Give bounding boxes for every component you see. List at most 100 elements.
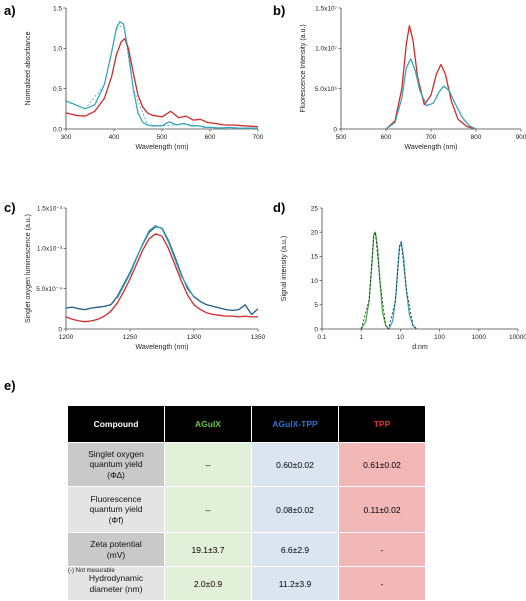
series-line-2 [388,241,418,330]
header-tpp: TPP [338,405,426,443]
x-tick-label: 500 [336,134,347,141]
y-axis-label: Signal intensity (a.u.) [281,236,288,301]
y-axis-label: Normalized absorbance [25,31,32,105]
x-tick-label: 400 [109,134,120,141]
y-axis-label: Fluorescence Intensity (a.u.) [300,24,307,112]
x-tick-label: 1200 [59,334,74,341]
row-label-line: Fluorescence [90,493,142,504]
row-label-line: diameter (nm) [89,583,143,594]
series-line-1 [360,231,390,330]
table-row: Hydrodynamic diameter (nm) 2.0±0.9 11.2±… [67,566,426,601]
header-compound: Compound [67,405,165,443]
row-label-line: Zeta potential [90,538,142,549]
y-tick-label: 0 [333,126,337,133]
chart-a-absorbance: 300 400 500 600 700 0.0 0.5 1.0 1.5 Wavelength (n… [25,5,264,151]
cell-value: 6.6±2.9 [251,532,339,567]
table-footnote: (-) Not mesurable [68,568,115,574]
panel-b-letter: b) [273,3,286,18]
x-tick-label: 1 [359,334,363,341]
y-axis-label: Singlet oxygen luminescence (a.u.) [25,214,32,323]
series-line-2 [385,58,477,130]
x-tick-label: 800 [471,134,482,141]
cell-value: - [338,532,426,567]
cell-value: 0.61±0.02 [338,442,426,487]
row-label-fluorescence: Fluorescence quantum yield (Φf) [67,486,165,533]
row-label-line: quantum yield [89,504,143,515]
table-row: Singlet oxygen quantum yield (Φ∆) – 0.60… [67,442,426,487]
cell-value: 19.1±3.7 [164,532,252,567]
x-tick-label: 300 [61,134,72,141]
table-row: Zeta potential (mV) 19.1±3.7 6.6±2.9 - [67,532,426,567]
x-tick-label: 100 [434,334,445,341]
y-tick-label: 0 [314,326,318,333]
y-tick-label: 1.0 [53,46,62,53]
row-label-line: (Φf) [108,514,124,525]
x-axis-label: Wavelength (nm) [135,144,188,151]
y-tick-label: 15 [311,254,319,261]
y-tick-label: 10 [311,278,319,285]
series-line-2 [65,38,259,128]
y-tick-label: 1.0x10⁷ [315,46,338,53]
cell-value: 0.08±0.02 [251,486,339,533]
header-aguix: AGuIX [164,405,252,443]
y-tick-label: 1.5 [53,5,62,12]
x-axis-label: Wavelength (nm) [135,344,188,351]
y-tick-label: 0.0 [53,126,62,133]
x-tick-label: 0.1 [317,334,326,341]
x-tick-label: 600 [205,134,216,141]
row-label-singlet-oxygen: Singlet oxygen quantum yield (Φ∆) [67,442,165,487]
x-tick-label: 700 [253,134,264,141]
row-label-line: (mV) [106,549,126,560]
panel-a-letter: a) [4,3,16,18]
y-tick-label: 1.0x10⁻³ [37,246,63,253]
series-line-1 [385,25,477,130]
chart-b-fluorescence: 500 600 700 800 900 0 5.0x10⁶ 1.0x10⁷ 1.5x10⁷ Wav… [300,5,526,151]
chart-d-size-distribution: 0.1 1 10 100 1000 10000 0 5 10 15 20 25 d.nm Signal i… [281,205,526,351]
cell-value: – [164,486,252,533]
y-tick-label: 1.5x10⁷ [315,5,338,12]
panel-c-letter: c) [4,200,16,215]
series-line-3 [116,225,195,299]
x-tick-label: 1000 [472,334,487,341]
x-tick-label: 10000 [509,334,526,341]
table-row: Fluorescence quantum yield (Φf) – 0.08±0… [67,486,426,533]
x-axis-label: Wavelength (nm) [404,144,457,151]
x-axis-label: d.nm [412,344,428,351]
y-tick-label: 25 [311,205,319,212]
x-tick-label: 10 [397,334,405,341]
y-tick-label: 1.5x10⁻³ [37,205,63,212]
table-header-row: Compound AGuIX AGuIX-TPP TPP [67,405,426,443]
series-line-3 [360,231,417,330]
row-label-line: (Φ∆) [107,469,125,480]
series-line-1 [65,21,258,129]
panel-d-letter: d) [273,200,286,215]
cell-value: - [338,566,426,601]
x-tick-label: 900 [516,134,526,141]
row-label-line: Singlet oxygen [88,448,144,459]
x-tick-label: 1250 [123,334,138,341]
y-tick-label: 5.0x10⁻⁴ [36,286,62,293]
x-tick-label: 1300 [187,334,202,341]
series-line-3 [65,24,259,129]
chart-c-singlet-oxygen: 1200 1250 1300 1350 0 5.0x10⁻⁴ 1.0x10⁻³ 1.5x10⁻… [25,205,266,351]
panel-e-letter: e) [4,378,16,393]
series-line-2 [65,233,258,323]
y-tick-label: 5 [314,302,318,309]
y-tick-label: 0.5 [53,86,62,93]
x-tick-label: 1350 [251,334,266,341]
row-label-zeta: Zeta potential (mV) [67,532,165,567]
x-tick-label: 700 [426,134,437,141]
y-tick-label: 20 [311,230,319,237]
cell-value: – [164,442,252,487]
properties-table: Compound AGuIX AGuIX-TPP TPP Singlet oxy… [67,405,426,601]
y-tick-label: 0 [58,326,62,333]
x-tick-label: 600 [381,134,392,141]
header-aguix-tpp: AGuIX-TPP [251,405,339,443]
cell-value: 11.2±3.9 [251,566,339,601]
x-tick-label: 500 [157,134,168,141]
cell-value: 0.11±0.02 [338,486,426,533]
y-tick-label: 5.0x10⁶ [315,86,338,93]
cell-value: 2.0±0.9 [164,566,252,601]
cell-value: 0.60±0.02 [251,442,339,487]
row-label-line: quantum yield [89,459,143,470]
